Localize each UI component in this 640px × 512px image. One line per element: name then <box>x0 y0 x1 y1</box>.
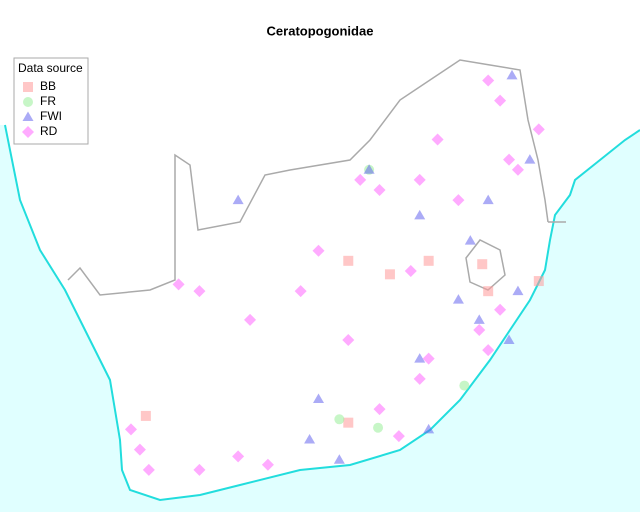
coastline <box>4 124 640 502</box>
point <box>373 403 386 416</box>
point <box>232 450 245 463</box>
points <box>124 69 545 476</box>
point <box>482 194 494 205</box>
point <box>232 194 244 205</box>
point <box>373 422 384 433</box>
legend-label: RD <box>40 124 58 138</box>
point <box>506 69 518 80</box>
point <box>414 209 426 220</box>
point <box>354 173 367 186</box>
map-title: Ceratopogonidae <box>267 23 374 38</box>
point <box>133 443 146 456</box>
point <box>482 344 495 357</box>
point <box>422 352 435 365</box>
point <box>414 353 426 363</box>
point <box>423 255 434 266</box>
legend-marker <box>22 126 34 138</box>
point <box>124 423 137 436</box>
point <box>142 463 155 476</box>
point <box>423 423 435 434</box>
point <box>459 380 470 391</box>
legend-marker <box>23 82 33 92</box>
point <box>473 323 486 336</box>
point <box>533 276 544 287</box>
point <box>373 184 386 197</box>
legend-marker <box>22 111 34 121</box>
point <box>482 74 495 87</box>
point <box>343 417 354 428</box>
legend-title: Data source <box>18 61 83 75</box>
point <box>244 313 257 326</box>
point <box>494 303 507 316</box>
point <box>452 194 465 207</box>
point <box>452 294 464 304</box>
point <box>473 314 485 324</box>
point <box>343 255 354 266</box>
point <box>333 454 345 464</box>
legend-label: FWI <box>40 109 62 123</box>
point <box>503 334 515 345</box>
point <box>404 264 417 277</box>
point <box>413 173 426 186</box>
point <box>172 278 185 291</box>
point <box>413 372 426 385</box>
point <box>140 410 151 421</box>
point <box>313 393 325 404</box>
point <box>392 430 405 443</box>
point <box>294 285 307 298</box>
legend-label: BB <box>40 79 56 93</box>
point <box>431 133 444 146</box>
point <box>261 458 274 471</box>
point <box>312 244 325 257</box>
point <box>483 286 494 297</box>
point <box>334 414 345 425</box>
legend-marker <box>23 97 33 107</box>
point <box>503 153 516 166</box>
legend-label: FR <box>40 94 56 108</box>
point <box>512 285 524 296</box>
point <box>304 434 316 444</box>
border <box>67 59 566 296</box>
point <box>511 163 524 176</box>
point <box>363 164 375 174</box>
point <box>384 269 395 280</box>
point <box>193 285 206 298</box>
point <box>524 154 536 164</box>
point <box>532 123 545 136</box>
point <box>494 94 507 107</box>
point <box>477 259 488 270</box>
point <box>193 463 206 476</box>
sea <box>0 125 640 512</box>
point <box>464 235 476 245</box>
point <box>342 334 355 347</box>
